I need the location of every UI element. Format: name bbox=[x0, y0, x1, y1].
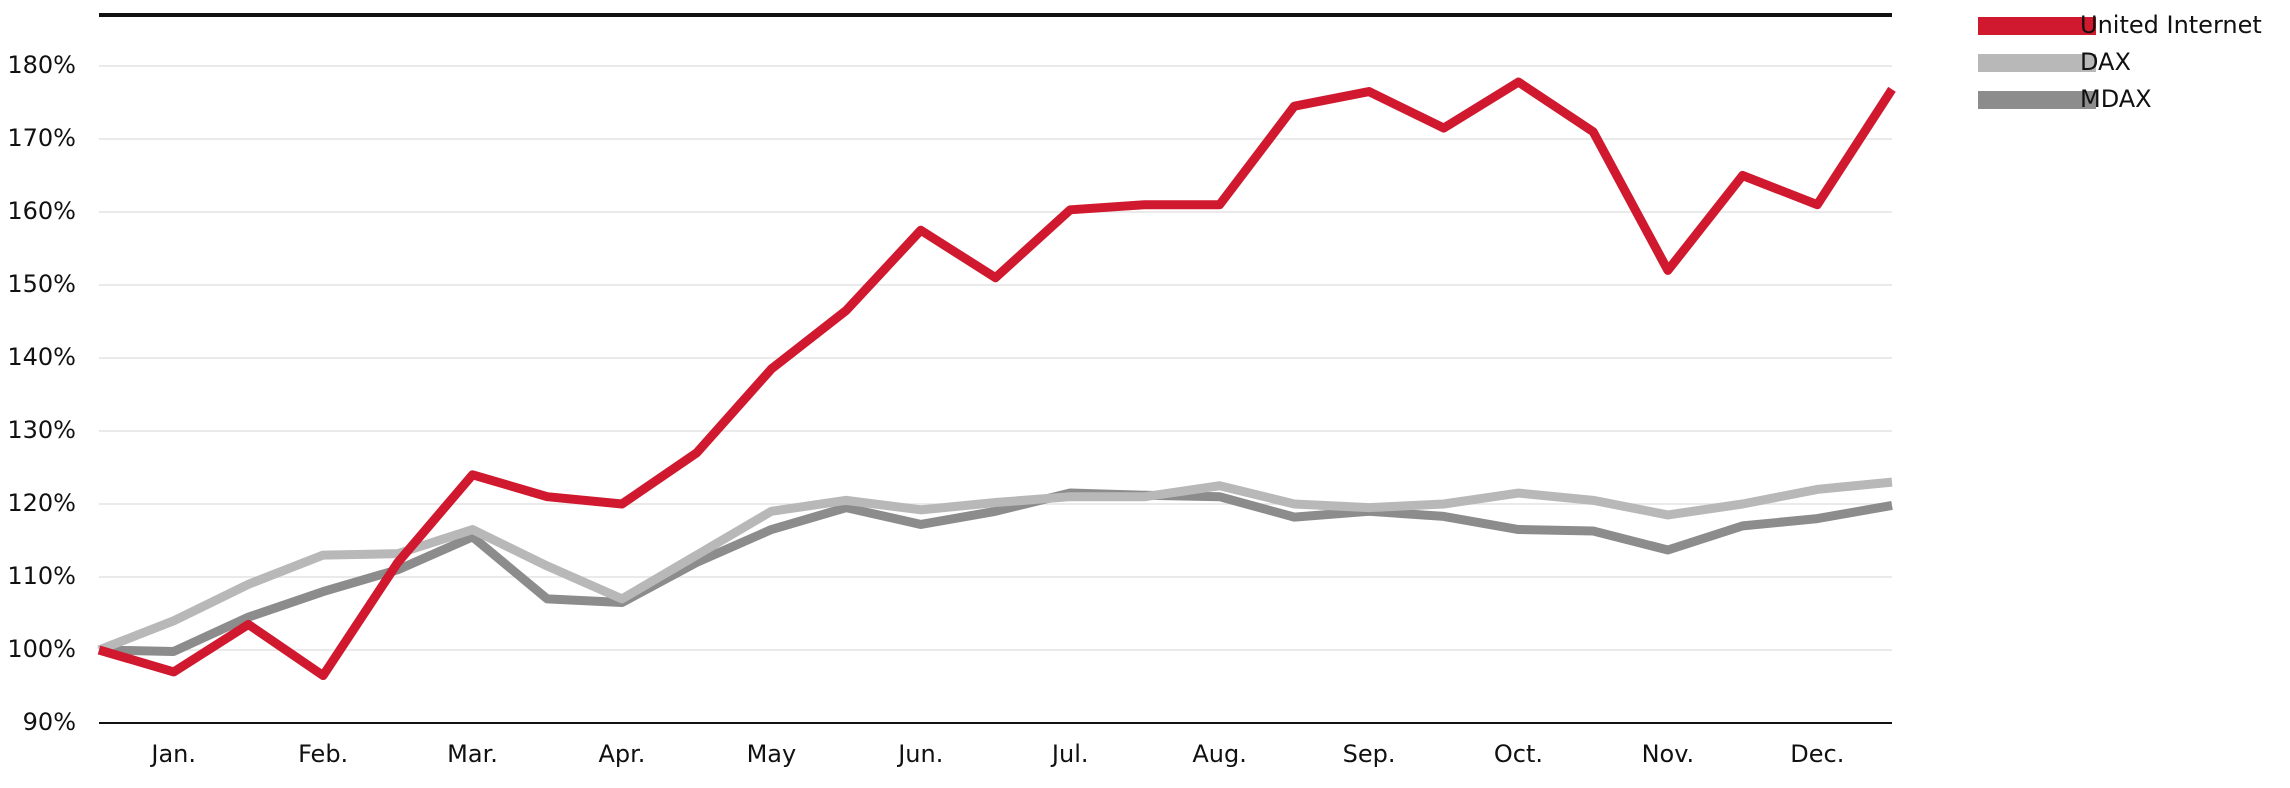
x-tick-label: Jul. bbox=[1050, 740, 1089, 768]
y-tick-label: 150% bbox=[7, 270, 76, 298]
x-tick-label: Oct. bbox=[1494, 740, 1543, 768]
legend-swatch bbox=[1978, 17, 2096, 35]
x-tick-label: Dec. bbox=[1790, 740, 1844, 768]
y-tick-label: 170% bbox=[7, 124, 76, 152]
x-tick-label: Feb. bbox=[298, 740, 348, 768]
y-tick-label: 100% bbox=[7, 635, 76, 663]
y-tick-label: 180% bbox=[7, 51, 76, 79]
x-tick-label: Jun. bbox=[896, 740, 943, 768]
legend-swatch bbox=[1978, 54, 2096, 72]
x-tick-label: Sep. bbox=[1343, 740, 1396, 768]
y-tick-label: 110% bbox=[7, 562, 76, 590]
y-tick-label: 90% bbox=[23, 708, 76, 736]
series-line bbox=[97, 477, 1893, 655]
y-tick-label: 130% bbox=[7, 416, 76, 444]
x-tick-label: Jan. bbox=[149, 740, 196, 768]
series-line bbox=[98, 488, 1893, 656]
x-tick-label: Apr. bbox=[598, 740, 645, 768]
x-tick-label: Nov. bbox=[1642, 740, 1695, 768]
legend-label: MDAX bbox=[2080, 85, 2152, 113]
x-tick-label: Aug. bbox=[1192, 740, 1247, 768]
y-tick-label: 120% bbox=[7, 489, 76, 517]
series-line bbox=[97, 77, 1896, 681]
y-tick-label: 160% bbox=[7, 197, 76, 225]
legend-label: United Internet bbox=[2080, 11, 2262, 39]
x-tick-label: May bbox=[747, 740, 797, 768]
y-tick-label: 140% bbox=[7, 343, 76, 371]
legend-label: DAX bbox=[2080, 48, 2131, 76]
x-tick-label: Mar. bbox=[447, 740, 498, 768]
legend-swatch bbox=[1978, 91, 2096, 109]
